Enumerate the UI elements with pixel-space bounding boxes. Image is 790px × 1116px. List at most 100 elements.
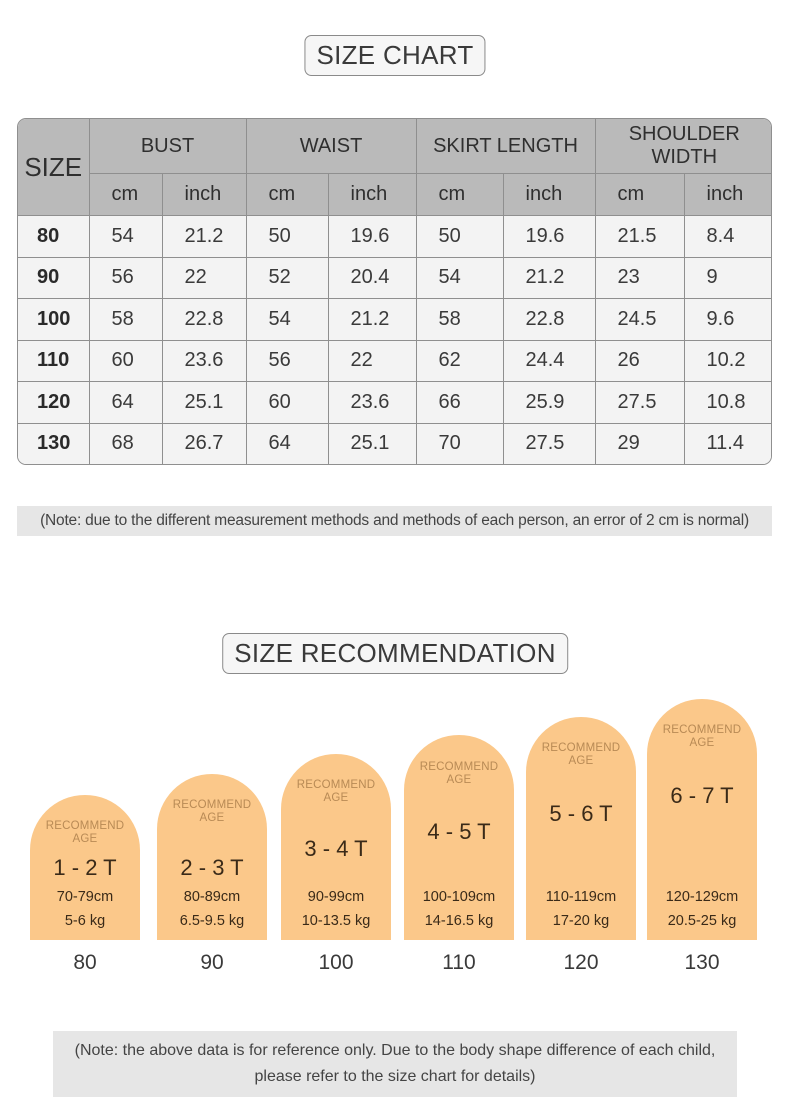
size-recommendation-title: SIZE RECOMMENDATION	[222, 633, 568, 674]
age-label: AGE	[199, 812, 225, 824]
recommend-label: RECOMMEND	[172, 799, 252, 811]
age-label: AGE	[446, 774, 472, 786]
recommendation-card: RECOMMEND AGE 2 - 3 T 80-89cm 6.5-9.5 kg	[157, 774, 267, 940]
table-cell: 54	[88, 215, 163, 258]
table-cell: 58	[415, 298, 504, 341]
table-row: 90 56 22 52 20.4 54 21.2 23 9	[18, 256, 771, 300]
recommended-age: 2 - 3 T	[180, 855, 244, 880]
table-cell: 54	[415, 256, 504, 300]
recommendation-size-label: 110	[442, 951, 476, 974]
group-header-shoulder-width: SHOULDER WIDTH	[594, 119, 771, 174]
recommended-age: 5 - 6 T	[549, 801, 613, 826]
height-range: 90-99cm	[307, 889, 365, 905]
table-cell: 22.8	[161, 298, 247, 341]
recommendation-size-label: 120	[563, 951, 599, 974]
group-header-waist: WAIST	[245, 119, 417, 174]
table-cell: 24.4	[502, 339, 596, 383]
weight-range: 17-20 kg	[552, 913, 610, 929]
recommendation-size-label: 90	[200, 951, 224, 974]
weight-range: 20.5-25 kg	[667, 913, 737, 929]
table-cell: 8.4	[683, 215, 771, 258]
table-cell: 10.8	[683, 381, 771, 424]
table-cell: 11.4	[683, 422, 771, 464]
weight-range: 14-16.5 kg	[424, 913, 494, 929]
recommendation-card: RECOMMEND AGE 4 - 5 T 100-109cm 14-16.5 …	[404, 735, 514, 940]
table-cell: 50	[415, 215, 504, 258]
recommendation-size-label: 80	[73, 951, 97, 974]
table-cell: 23	[594, 256, 685, 300]
table-row: 100 58 22.8 54 21.2 58 22.8 24.5 9.6	[18, 298, 771, 341]
unit-header: cm	[415, 173, 504, 216]
recommendation-card: RECOMMEND AGE 1 - 2 T 70-79cm 5-6 kg	[30, 795, 140, 940]
table-cell: 68	[88, 422, 163, 464]
age-label: AGE	[689, 737, 715, 749]
table-cell: 27.5	[502, 422, 596, 464]
table-cell: 58	[88, 298, 163, 341]
size-cell: 80	[18, 215, 90, 258]
table-row: 130 68 26.7 64 25.1 70 27.5 29 11.4	[18, 422, 771, 464]
recommendation-card: RECOMMEND AGE 3 - 4 T 90-99cm 10-13.5 kg	[281, 754, 391, 940]
size-chart-table: SIZE BUST WAIST SKIRT LENGTH SHOULDER WI…	[17, 118, 772, 465]
group-header-skirt-length: SKIRT LENGTH	[415, 119, 596, 174]
unit-header: inch	[327, 173, 417, 216]
table-cell: 25.1	[161, 381, 247, 424]
size-cell: 120	[18, 381, 90, 424]
table-cell: 54	[245, 298, 329, 341]
unit-header: cm	[594, 173, 685, 216]
table-row: 110 60 23.6 56 22 62 24.4 26 10.2	[18, 339, 771, 383]
table-cell: 22	[161, 256, 247, 300]
table-cell: 23.6	[161, 339, 247, 383]
recommend-label: RECOMMEND	[541, 742, 621, 754]
table-cell: 25.1	[327, 422, 417, 464]
recommendation-card: RECOMMEND AGE 5 - 6 T 110-119cm 17-20 kg	[526, 717, 636, 940]
table-cell: 60	[245, 381, 329, 424]
measurement-note: (Note: due to the different measurement …	[17, 506, 772, 536]
unit-header: inch	[683, 173, 771, 216]
table-cell: 66	[415, 381, 504, 424]
recommended-age: 1 - 2 T	[53, 855, 117, 880]
table-cell: 27.5	[594, 381, 685, 424]
table-cell: 21.2	[327, 298, 417, 341]
weight-range: 10-13.5 kg	[301, 913, 371, 929]
table-row: 80 54 21.2 50 19.6 50 19.6 21.5 8.4	[18, 215, 771, 258]
table-cell: 23.6	[327, 381, 417, 424]
table-cell: 21.5	[594, 215, 685, 258]
table-cell: 70	[415, 422, 504, 464]
unit-header: inch	[502, 173, 596, 216]
table-cell: 10.2	[683, 339, 771, 383]
recommendation-card: RECOMMEND AGE 6 - 7 T 120-129cm 20.5-25 …	[647, 699, 757, 940]
reference-note-line-2: please refer to the size chart for detai…	[254, 1068, 536, 1085]
size-cell: 100	[18, 298, 90, 341]
reference-note: (Note: the above data is for reference o…	[53, 1031, 737, 1097]
recommendation-size-label: 130	[684, 951, 720, 974]
table-cell: 60	[88, 339, 163, 383]
table-cell: 24.5	[594, 298, 685, 341]
recommendation-size-label: 100	[318, 951, 354, 974]
recommend-label: RECOMMEND	[662, 724, 742, 736]
recommended-age: 3 - 4 T	[304, 836, 368, 861]
table-cell: 21.2	[502, 256, 596, 300]
unit-header: cm	[89, 173, 163, 216]
table-cell: 20.4	[327, 256, 417, 300]
table-cell: 50	[245, 215, 329, 258]
size-cell: 110	[18, 339, 90, 383]
table-cell: 19.6	[327, 215, 417, 258]
table-cell: 21.2	[161, 215, 247, 258]
height-range: 100-109cm	[422, 889, 496, 905]
table-cell: 52	[245, 256, 329, 300]
weight-range: 6.5-9.5 kg	[179, 913, 245, 929]
age-label: AGE	[323, 792, 349, 804]
unit-header: inch	[161, 173, 247, 216]
height-range: 110-119cm	[545, 889, 617, 905]
recommended-age: 4 - 5 T	[427, 819, 491, 844]
group-header-bust: BUST	[88, 119, 247, 174]
table-cell: 64	[88, 381, 163, 424]
table-cell: 22	[327, 339, 417, 383]
height-range: 70-79cm	[56, 889, 114, 905]
table-cell: 9.6	[683, 298, 771, 341]
table-cell: 26	[594, 339, 685, 383]
age-label: AGE	[72, 833, 98, 845]
table-cell: 26.7	[161, 422, 247, 464]
recommend-label: RECOMMEND	[419, 761, 499, 773]
table-cell: 56	[245, 339, 329, 383]
